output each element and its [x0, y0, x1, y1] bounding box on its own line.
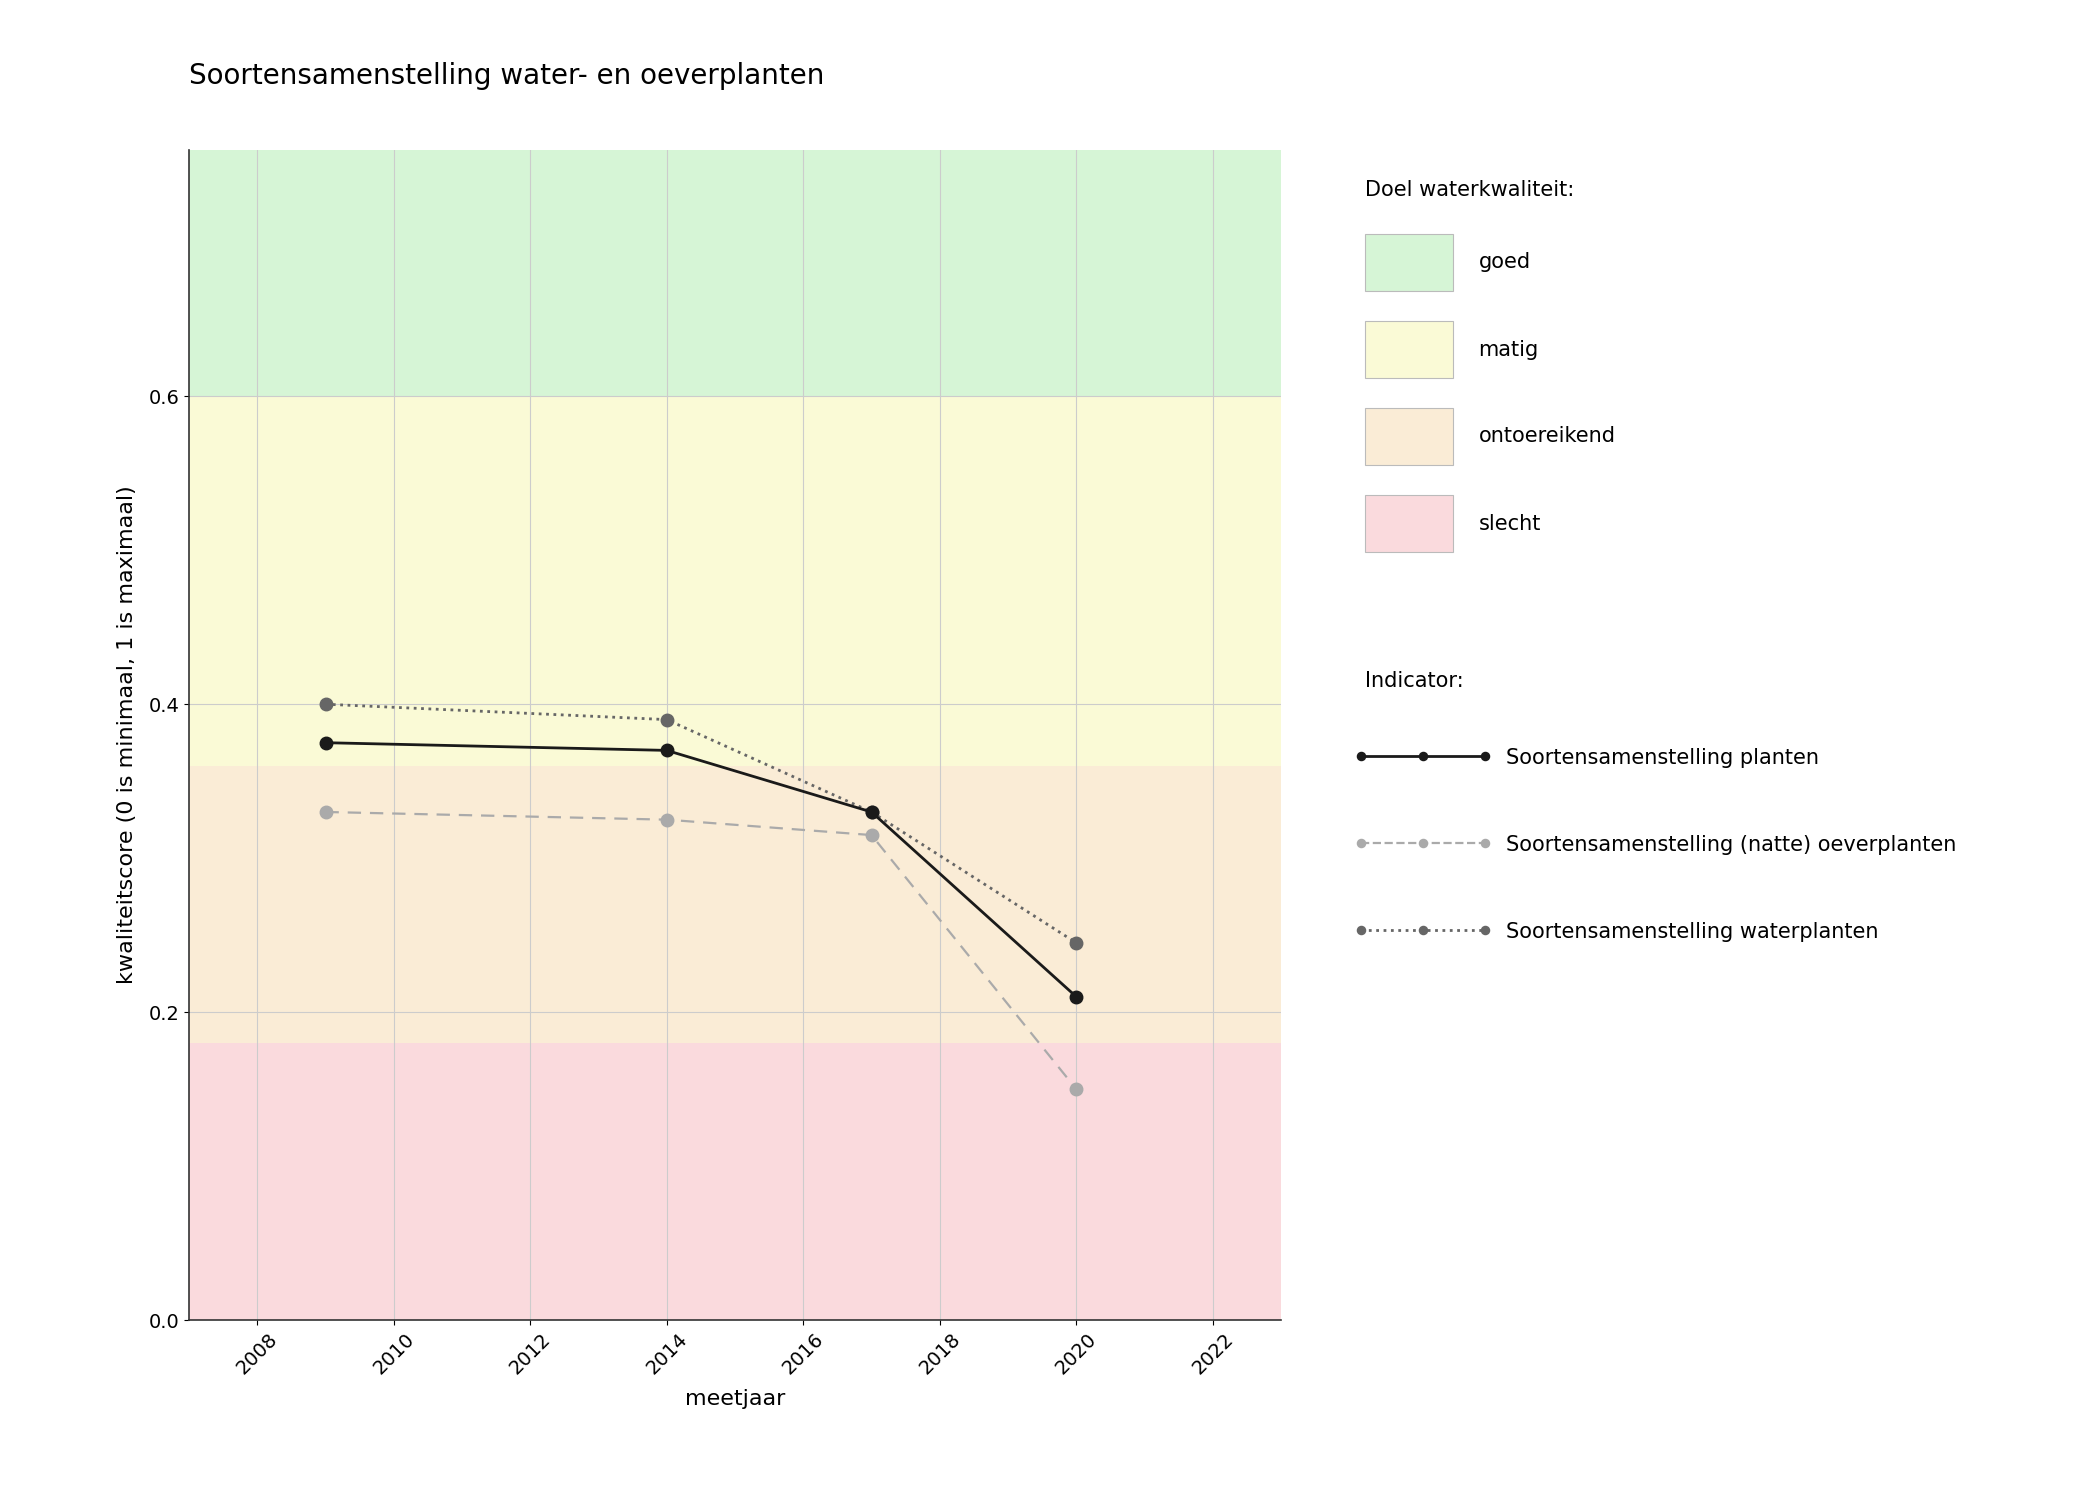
Text: ontoereikend: ontoereikend [1478, 426, 1615, 447]
Text: Soortensamenstelling (natte) oeverplanten: Soortensamenstelling (natte) oeverplante… [1506, 834, 1955, 855]
Text: Soortensamenstelling waterplanten: Soortensamenstelling waterplanten [1506, 921, 1877, 942]
Text: Soortensamenstelling planten: Soortensamenstelling planten [1506, 747, 1819, 768]
Text: slecht: slecht [1478, 513, 1541, 534]
Bar [189, 766, 1281, 1042]
X-axis label: meetjaar: meetjaar [685, 1389, 785, 1408]
Bar [189, 1042, 1281, 1320]
Text: matig: matig [1478, 339, 1539, 360]
Bar [189, 150, 1281, 396]
Bar [189, 396, 1281, 766]
Y-axis label: kwaliteitscore (0 is minimaal, 1 is maximaal): kwaliteitscore (0 is minimaal, 1 is maxi… [118, 486, 136, 984]
Text: Doel waterkwaliteit:: Doel waterkwaliteit: [1365, 180, 1575, 200]
Text: Soortensamenstelling water- en oeverplanten: Soortensamenstelling water- en oeverplan… [189, 62, 825, 90]
Text: goed: goed [1478, 252, 1531, 273]
Text: Indicator:: Indicator: [1365, 670, 1464, 690]
